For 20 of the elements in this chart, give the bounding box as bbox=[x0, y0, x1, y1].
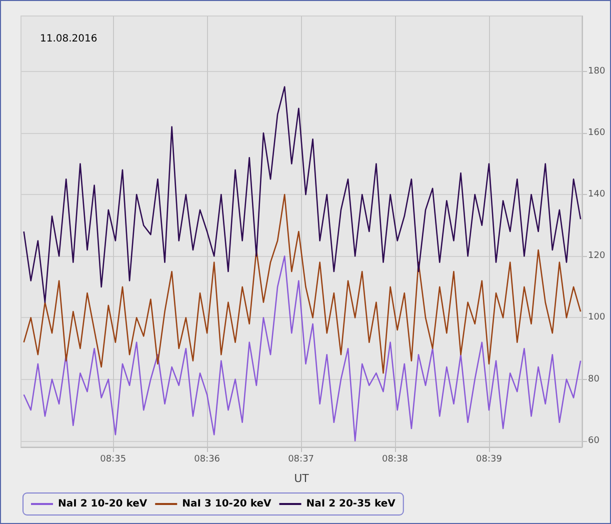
y-tick-label: 160 bbox=[588, 128, 606, 138]
line-series bbox=[23, 255, 582, 442]
text: 11.08.2016 bbox=[40, 34, 98, 44]
y-tick-label: 140 bbox=[588, 190, 606, 200]
line-series bbox=[23, 194, 582, 374]
x-tick-label: 08:35 bbox=[100, 454, 126, 464]
y-tick-label: 180 bbox=[588, 66, 606, 76]
legend-label: NaI 2 10-20 keV bbox=[58, 498, 148, 510]
y-tick-label: 120 bbox=[588, 251, 606, 262]
y-tick-label: 60 bbox=[588, 436, 600, 446]
x-axis-title: UT bbox=[294, 472, 310, 485]
y-tick-label: 100 bbox=[588, 312, 606, 323]
y-tick-label: 80 bbox=[588, 374, 600, 384]
x-tick-label: 08:36 bbox=[194, 454, 220, 464]
line-series bbox=[23, 86, 582, 303]
x-tick-label: 08:37 bbox=[288, 454, 314, 464]
legend-label: NaI 3 10-20 keV bbox=[182, 498, 272, 510]
x-tick-label: 08:39 bbox=[476, 454, 502, 464]
legend-label: NaI 2 20-35 keV bbox=[306, 498, 396, 510]
x-tick-label: 08:38 bbox=[382, 454, 408, 464]
